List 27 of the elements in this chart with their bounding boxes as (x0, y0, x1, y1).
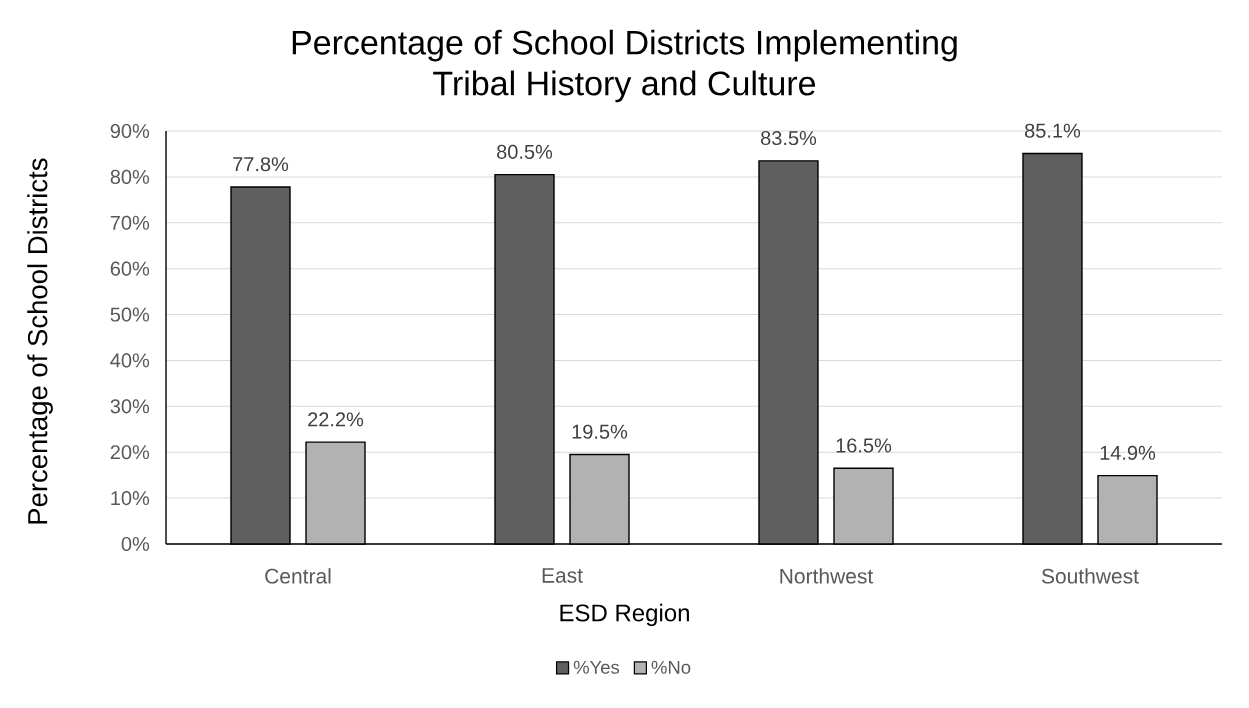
legend-label: %No (651, 660, 691, 674)
data-label: 16.5% (836, 438, 892, 453)
y-tick-label: 90% (110, 123, 150, 139)
y-tick-label: 40% (110, 353, 150, 368)
x-tick-label: East (542, 568, 583, 583)
x-tick-label: Central (265, 568, 331, 584)
x-axis-title: ESD Region (560, 603, 689, 627)
data-label: 80.5% (497, 144, 553, 159)
y-tick-label: 10% (111, 491, 150, 506)
y-tick-label: 80% (110, 169, 150, 184)
y-tick-label: 20% (110, 445, 150, 460)
data-label: 14.9% (1100, 445, 1156, 460)
y-axis-title: Percentage of School Districts (27, 158, 53, 524)
x-tick-label: Southwest (1041, 568, 1139, 584)
chart-title: Percentage of School Districts Implementing Tribal History and Culture (292, 29, 957, 103)
data-label: 85.1% (1024, 123, 1081, 138)
y-tick-label: 30% (110, 399, 150, 414)
x-tick-label: Northwest (780, 568, 874, 584)
data-label: 77.8% (233, 157, 289, 172)
data-label: 22.2% (308, 412, 364, 427)
y-tick-label: 0% (121, 536, 150, 552)
data-label: 19.5% (572, 424, 628, 439)
data-label: 83.5% (761, 130, 817, 146)
legend-label: %Yes (573, 660, 620, 674)
y-tick-label: 60% (110, 261, 150, 276)
y-tick-label: 50% (110, 307, 150, 322)
y-tick-label: 70% (110, 215, 150, 230)
